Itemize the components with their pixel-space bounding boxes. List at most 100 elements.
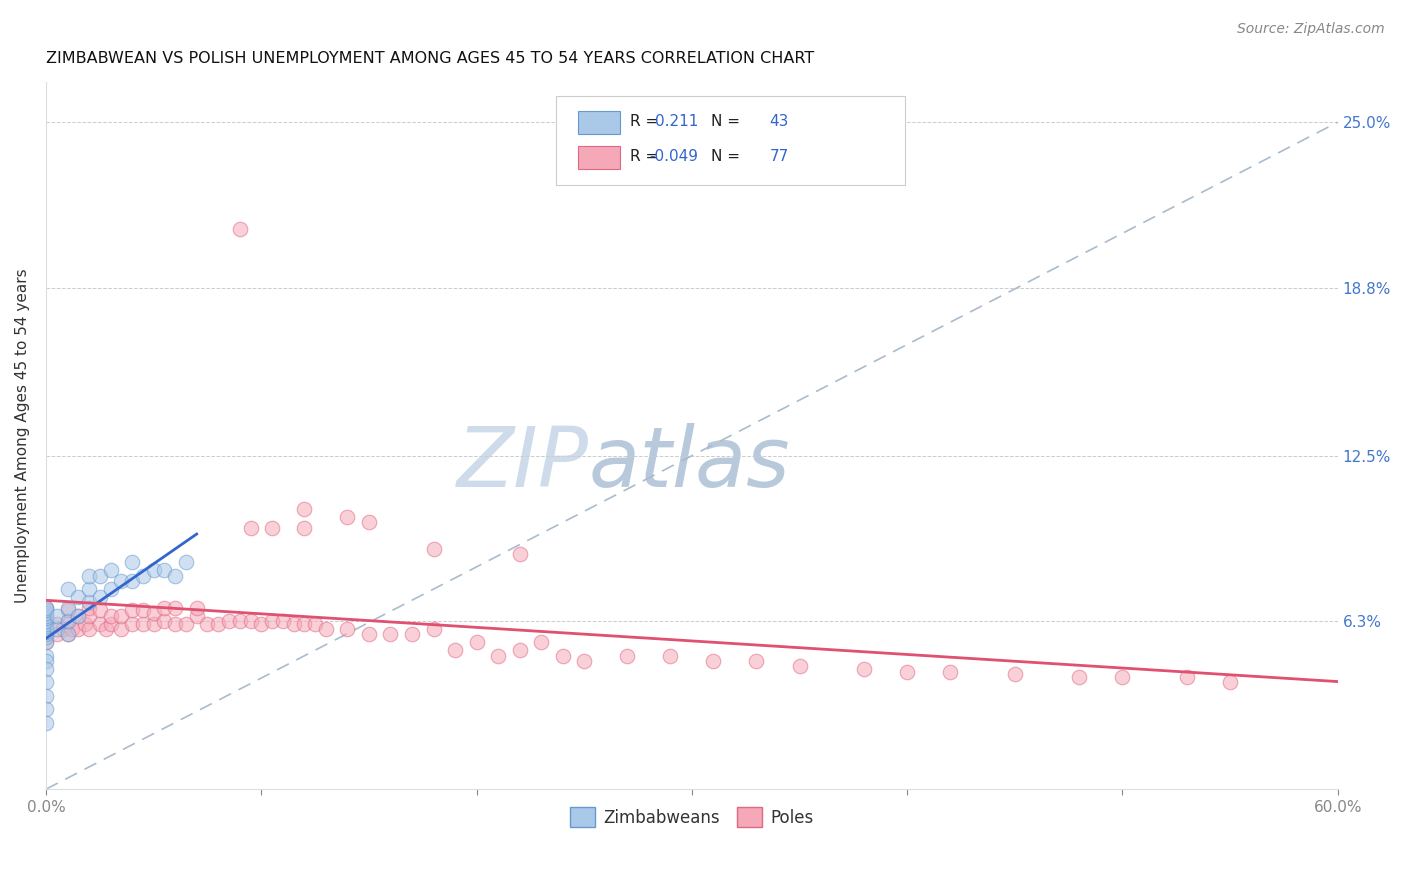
Point [702, 654, 724, 668]
Point [35, 715, 58, 730]
Point [100, 608, 122, 623]
Point [132, 603, 155, 617]
FancyBboxPatch shape [578, 146, 620, 169]
Text: -0.049: -0.049 [650, 149, 699, 164]
Text: R =: R = [630, 149, 658, 164]
Point [35, 600, 58, 615]
Point [56, 627, 79, 641]
Point [60, 622, 83, 636]
Point [56, 614, 79, 628]
Point [77, 568, 100, 582]
Point [96, 622, 118, 636]
Point [153, 600, 176, 615]
Point [100, 563, 122, 577]
FancyBboxPatch shape [578, 112, 620, 134]
Point [35, 648, 58, 663]
Point [56, 614, 79, 628]
Point [229, 222, 252, 236]
Point [165, 600, 187, 615]
Point [1069, 670, 1091, 684]
Point [292, 502, 315, 516]
Point [186, 600, 208, 615]
Point [110, 622, 132, 636]
Point [77, 622, 100, 636]
Point [239, 614, 262, 628]
Point [35, 662, 58, 676]
Point [35, 622, 58, 636]
Point [616, 648, 638, 663]
Point [509, 643, 531, 657]
Point [56, 627, 79, 641]
Point [35, 627, 58, 641]
Point [239, 521, 262, 535]
Point [45, 608, 67, 623]
Point [336, 622, 359, 636]
Point [896, 665, 918, 679]
Point [121, 556, 143, 570]
Text: Source: ZipAtlas.com: Source: ZipAtlas.com [1237, 22, 1385, 37]
Point [121, 603, 143, 617]
Point [444, 643, 467, 657]
Point [121, 574, 143, 588]
Y-axis label: Unemployment Among Ages 45 to 54 years: Unemployment Among Ages 45 to 54 years [15, 268, 30, 603]
Point [35, 614, 58, 628]
Point [853, 662, 876, 676]
Point [186, 608, 208, 623]
Point [939, 665, 962, 679]
Point [67, 608, 90, 623]
Point [153, 614, 176, 628]
Point [35, 608, 58, 623]
Point [45, 622, 67, 636]
Point [304, 616, 326, 631]
Text: atlas: atlas [589, 424, 790, 505]
Point [659, 648, 682, 663]
Point [110, 574, 132, 588]
Point [73, 616, 96, 631]
Point [56, 603, 79, 617]
Point [132, 568, 155, 582]
Point [1004, 667, 1026, 681]
Point [165, 568, 187, 582]
Point [35, 702, 58, 716]
Point [35, 616, 58, 631]
Point [77, 595, 100, 609]
Point [260, 521, 283, 535]
Point [132, 616, 155, 631]
Point [551, 648, 574, 663]
Point [100, 582, 122, 596]
Point [77, 608, 100, 623]
Point [35, 622, 58, 636]
Point [35, 630, 58, 644]
Point [35, 606, 58, 620]
Text: N =: N = [711, 149, 740, 164]
Point [1111, 670, 1133, 684]
Point [789, 659, 811, 673]
Point [45, 627, 67, 641]
Point [260, 614, 283, 628]
Point [52, 622, 75, 636]
Point [89, 568, 111, 582]
Point [315, 622, 337, 636]
Point [486, 648, 509, 663]
Point [380, 627, 402, 641]
Text: ZIP: ZIP [457, 424, 589, 505]
Point [465, 635, 488, 649]
Point [401, 627, 423, 641]
Point [35, 654, 58, 668]
Point [67, 590, 90, 604]
Text: 43: 43 [769, 113, 789, 128]
Point [292, 521, 315, 535]
Point [271, 614, 294, 628]
Point [197, 616, 219, 631]
Point [174, 556, 197, 570]
Point [165, 616, 187, 631]
Point [89, 590, 111, 604]
Point [35, 675, 58, 690]
Point [422, 622, 444, 636]
Point [283, 616, 305, 631]
Point [45, 616, 67, 631]
Point [35, 616, 58, 631]
Point [357, 627, 380, 641]
Point [1219, 675, 1241, 690]
Point [174, 616, 197, 631]
